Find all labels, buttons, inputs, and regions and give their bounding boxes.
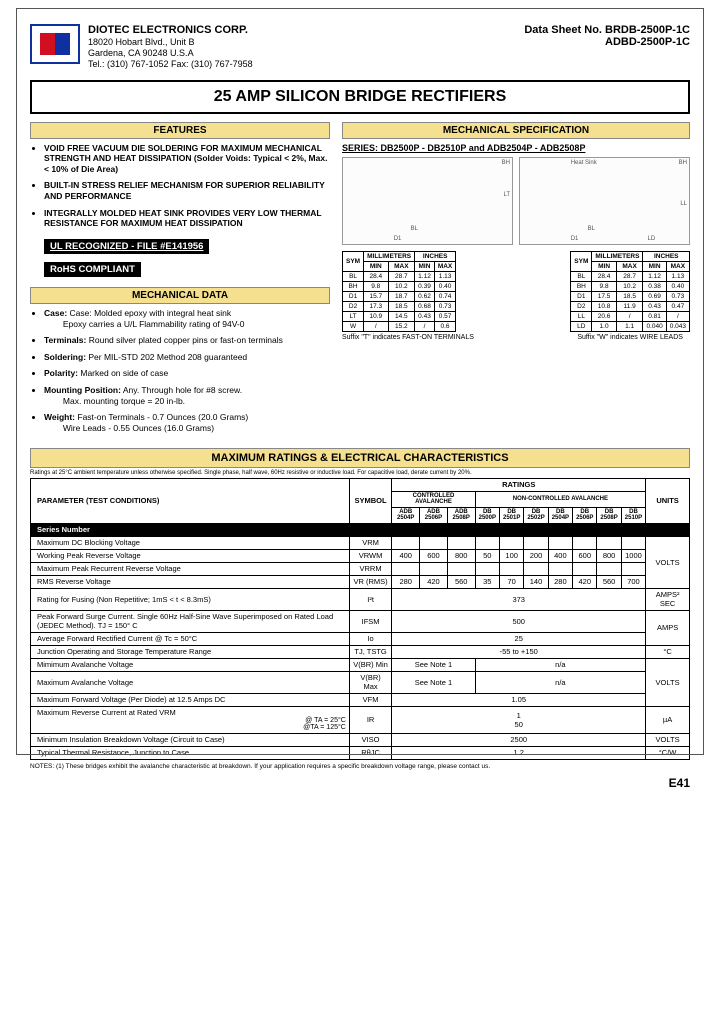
suffix-note-right: Suffix "W" indicates WIRE LEADS	[570, 334, 690, 341]
company-info: DIOTEC ELECTRONICS CORP. 18020 Hobart Bl…	[88, 24, 253, 70]
dimension-tables: SYMMILLIMETERSINCHESMINMAXMINMAXBL28.428…	[342, 251, 690, 341]
features-heading: FEATURES	[30, 122, 330, 139]
page-number: E41	[30, 776, 690, 790]
suffix-note-left: Suffix "T" indicates FAST-ON TERMINALS	[342, 334, 474, 341]
features-list: VOID FREE VACUUM DIE SOLDERING FOR MAXIM…	[30, 143, 330, 229]
maxratings-heading: MAXIMUM RATINGS & ELECTRICAL CHARACTERIS…	[30, 448, 690, 468]
package-drawing: Heat Sink BH LL LD D1 BL	[519, 157, 690, 245]
mechdata-item: Weight: Fast-on Terminals - 0.7 Ounces (…	[44, 412, 330, 433]
rohs-badge: RoHS COMPLIANT	[44, 262, 141, 277]
mechspec-heading: MECHANICAL SPECIFICATION	[342, 122, 690, 139]
mechdata-heading: MECHANICAL DATA	[30, 287, 330, 304]
company-name: DIOTEC ELECTRONICS CORP.	[88, 24, 253, 37]
package-drawing: BH D1 BL LT	[342, 157, 513, 245]
header: DIOTEC ELECTRONICS CORP. 18020 Hobart Bl…	[30, 24, 690, 70]
ds-num-1: Data Sheet No. BRDB-2500P-1C	[524, 24, 690, 36]
footnotes: NOTES: (1) These bridges exhibit the ava…	[30, 763, 690, 770]
feature-item: VOID FREE VACUUM DIE SOLDERING FOR MAXIM…	[44, 143, 330, 175]
datasheet-numbers: Data Sheet No. BRDB-2500P-1C ADBD-2500P-…	[524, 24, 690, 48]
logo-block: DIOTEC ELECTRONICS CORP. 18020 Hobart Bl…	[30, 24, 253, 70]
feature-item: BUILT-IN STRESS RELIEF MECHANISM FOR SUP…	[44, 180, 330, 201]
mechdata-item: Mounting Position: Any. Through hole for…	[44, 385, 330, 406]
ul-badge: UL RECOGNIZED - FILE #E141956	[44, 239, 209, 254]
company-logo	[30, 24, 80, 64]
company-addr1: 18020 Hobart Blvd., Unit B	[88, 37, 253, 48]
mechdata-list: Case: Case: Molded epoxy with integral h…	[30, 308, 330, 434]
company-contact: Tel.: (310) 767-1052 Fax: (310) 767-7958	[88, 59, 253, 70]
page-title: 25 AMP SILICON BRIDGE RECTIFIERS	[30, 80, 690, 114]
dim-table-right: SYMMILLIMETERSINCHESMINMAXMINMAXBL28.428…	[570, 251, 690, 332]
ratings-conditions: Ratings at 25°C ambient temperature unle…	[30, 470, 690, 476]
ratings-table: PARAMETER (TEST CONDITIONS)SYMBOLRATINGS…	[30, 478, 690, 760]
mechdata-item: Case: Case: Molded epoxy with integral h…	[44, 308, 330, 329]
mechdata-item: Terminals: Round silver plated copper pi…	[44, 335, 330, 346]
series-line: SERIES: DB2500P - DB2510P and ADB2504P -…	[342, 143, 690, 153]
feature-item: INTEGRALLY MOLDED HEAT SINK PROVIDES VER…	[44, 208, 330, 229]
mechdata-item: Soldering: Per MIL-STD 202 Method 208 gu…	[44, 352, 330, 363]
dim-table-left: SYMMILLIMETERSINCHESMINMAXMINMAXBL28.428…	[342, 251, 456, 332]
mechdata-item: Polarity: Marked on side of case	[44, 368, 330, 379]
ds-num-2: ADBD-2500P-1C	[524, 36, 690, 48]
package-drawings: BH D1 BL LT Heat Sink BH LL LD D1 BL	[342, 157, 690, 245]
company-addr2: Gardena, CA 90248 U.S.A	[88, 48, 253, 59]
